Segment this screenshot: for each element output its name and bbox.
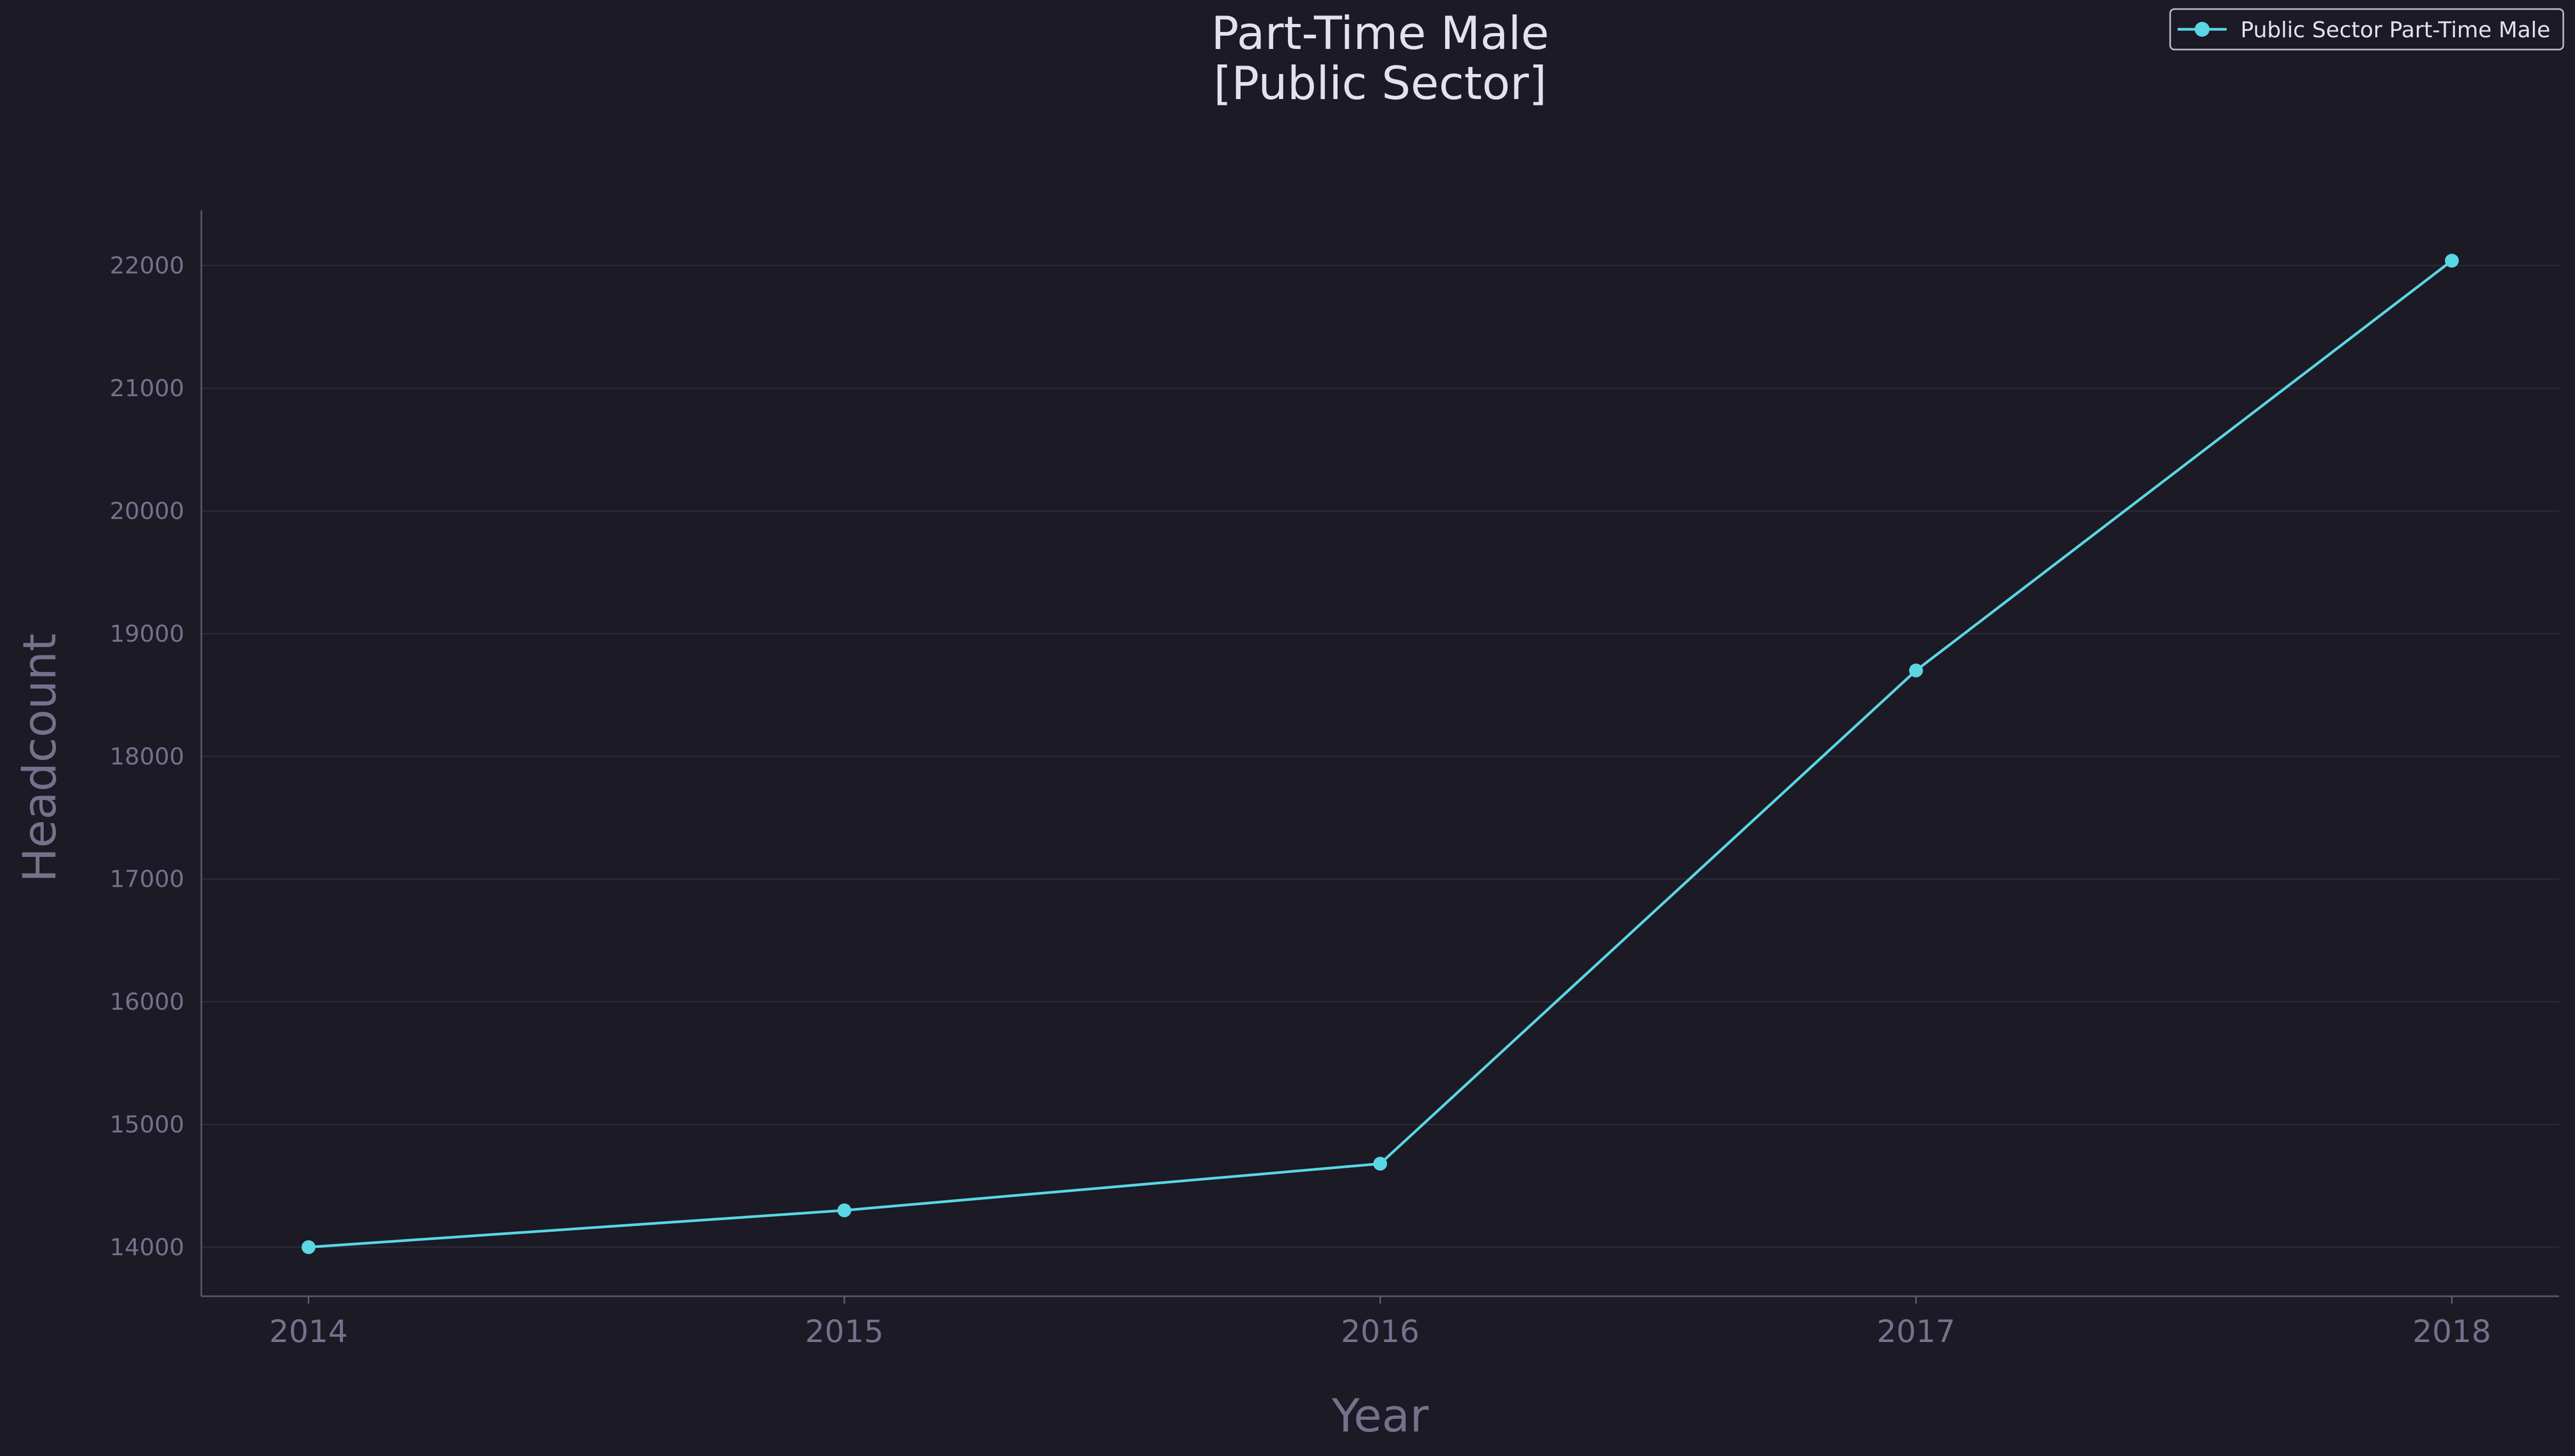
chart-title-line-2: [Public Sector] bbox=[1213, 57, 1546, 110]
x-tick-label: 2016 bbox=[1341, 1313, 1420, 1349]
y-tick-label: 22000 bbox=[110, 252, 184, 280]
x-tick-label: 2015 bbox=[805, 1313, 884, 1349]
grid-lines bbox=[201, 265, 2559, 1248]
x-tick-label: 2014 bbox=[269, 1313, 348, 1349]
y-tick-label: 21000 bbox=[110, 375, 184, 402]
legend-box bbox=[2169, 8, 2564, 51]
y-tick-label: 20000 bbox=[110, 497, 184, 525]
x-tick-label: 2017 bbox=[1877, 1313, 1955, 1349]
y-tick-label: 19000 bbox=[110, 620, 184, 648]
legend-series-marker bbox=[2195, 22, 2210, 37]
data-point-marker bbox=[1909, 663, 1923, 677]
chart-title-line-1: Part-Time Male bbox=[1211, 7, 1549, 60]
y-tick-label: 14000 bbox=[110, 1234, 184, 1261]
axes bbox=[200, 210, 2559, 1304]
data-point-marker bbox=[1373, 1157, 1387, 1171]
y-tick-label: 17000 bbox=[110, 866, 184, 893]
x-axis-label: Year bbox=[1331, 1389, 1429, 1443]
y-tick-label: 15000 bbox=[110, 1111, 184, 1138]
data-point-marker bbox=[837, 1203, 852, 1217]
data-point-marker bbox=[2444, 253, 2459, 268]
legend[interactable]: Public Sector Part-Time Male bbox=[2169, 8, 2564, 51]
data-point-marker bbox=[301, 1240, 316, 1254]
legend-series-label: Public Sector Part-Time Male bbox=[2240, 17, 2550, 43]
y-tick-labels: 14000 15000 16000 17000 18000 19000 20000 21000… bbox=[110, 252, 184, 1261]
series-layer bbox=[301, 253, 2459, 1254]
y-tick-label: 16000 bbox=[110, 988, 184, 1016]
y-axis-label: Headcount bbox=[13, 633, 67, 882]
x-tick-label: 2018 bbox=[2413, 1313, 2491, 1349]
y-tick-label: 18000 bbox=[110, 743, 184, 770]
x-tick-labels: 2014 2015 2016 2017 2018 bbox=[269, 1313, 2491, 1349]
series-line bbox=[307, 259, 2454, 1249]
